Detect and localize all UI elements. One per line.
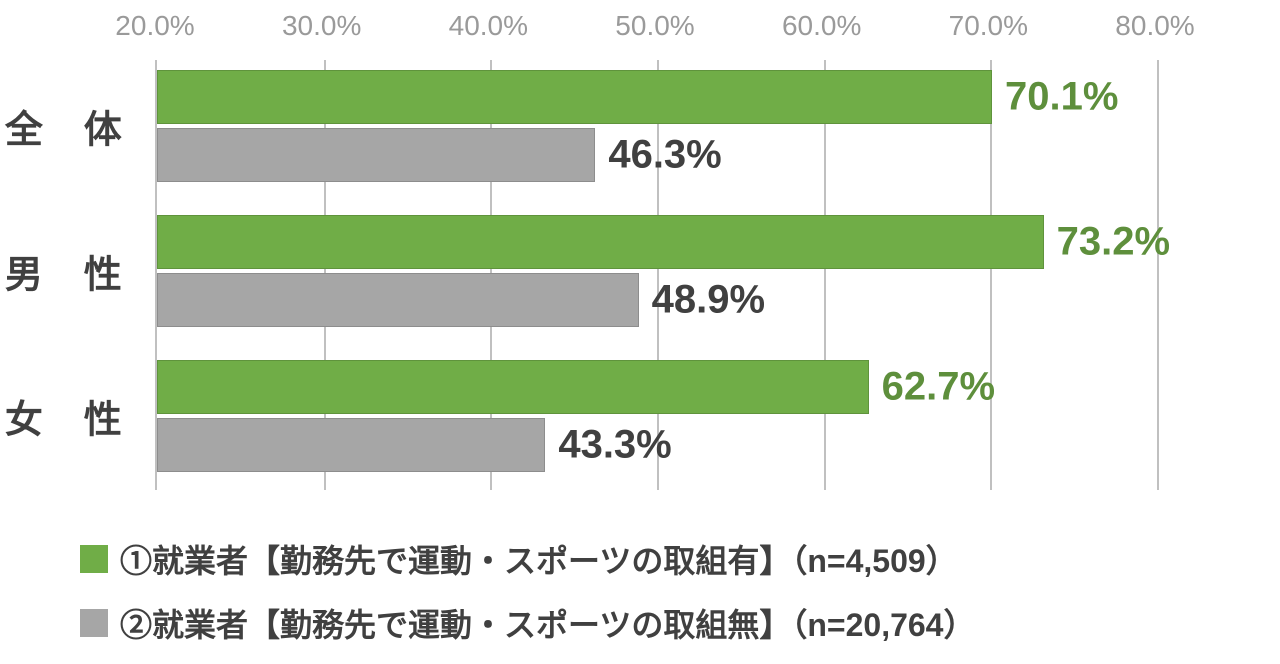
bar-value-label: 48.9% [638, 278, 765, 323]
category-label: 全 体 [5, 99, 157, 154]
x-axis-tick: 40.0% [449, 10, 528, 42]
legend-swatch [80, 609, 108, 637]
bar: 43.3% [157, 418, 545, 472]
legend: ①就業者【勤務先で運動・スポーツの取組有】（n=4,509） ②就業者【勤務先で運… [80, 530, 975, 664]
bar-value-label: 73.2% [1043, 220, 1170, 265]
x-axis-tick: 30.0% [282, 10, 361, 42]
bar: 73.2% [157, 215, 1044, 269]
chart-container: 20.0%30.0%40.0%50.0%60.0%70.0%80.0% 全 体7… [0, 0, 1280, 662]
legend-label: ①就業者【勤務先で運動・スポーツの取組有】（n=4,509） [120, 536, 958, 582]
legend-item: ①就業者【勤務先で運動・スポーツの取組有】（n=4,509） [80, 536, 975, 582]
bar: 70.1% [157, 70, 992, 124]
x-axis-tick: 50.0% [615, 10, 694, 42]
legend-swatch [80, 545, 108, 573]
bar: 46.3% [157, 128, 595, 182]
bar-value-label: 46.3% [594, 133, 721, 178]
legend-label: ②就業者【勤務先で運動・スポーツの取組無】（n=20,764） [120, 600, 975, 646]
plot-area: 全 体70.1%46.3% 男 性73.2%48.9% 女 性62.7%43.3% [155, 60, 1157, 490]
x-axis-tick: 60.0% [782, 10, 861, 42]
legend-item: ②就業者【勤務先で運動・スポーツの取組無】（n=20,764） [80, 600, 975, 646]
category-label: 女 性 [5, 389, 157, 444]
x-axis-tick: 70.0% [949, 10, 1028, 42]
category-group: 全 体70.1%46.3% [157, 70, 1157, 182]
bar-value-label: 43.3% [544, 423, 671, 468]
x-axis-tick-labels: 20.0% 30.0% 40.0% 50.0% 60.0% 70.0% 80.0% [0, 0, 1280, 50]
gridline [1157, 60, 1159, 490]
bar: 48.9% [157, 273, 639, 327]
bar-value-label: 62.7% [868, 365, 995, 410]
x-axis-tick: 20.0% [115, 10, 194, 42]
category-group: 男 性73.2%48.9% [157, 215, 1157, 327]
x-axis-tick: 80.0% [1115, 10, 1194, 42]
bar: 62.7% [157, 360, 869, 414]
category-group: 女 性62.7%43.3% [157, 360, 1157, 472]
bar-value-label: 70.1% [991, 75, 1118, 120]
category-label: 男 性 [5, 244, 157, 299]
